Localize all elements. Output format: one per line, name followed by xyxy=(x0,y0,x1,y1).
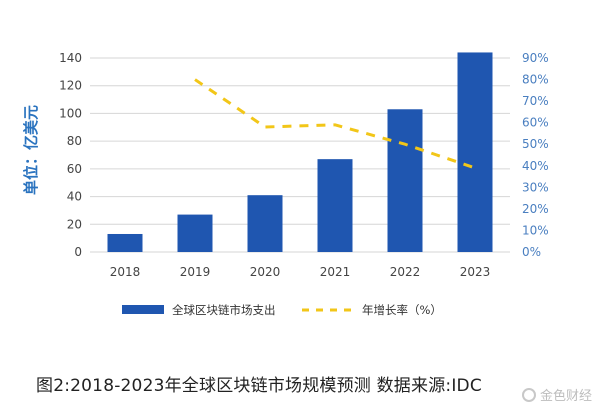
bar xyxy=(247,195,283,252)
y-axis-left: 0 20 40 60 80 100 120 140 xyxy=(59,51,82,259)
y-tick-label: 40 xyxy=(67,190,82,204)
y-tick-label: 60 xyxy=(67,162,82,176)
y-tick-label: 120 xyxy=(59,79,82,93)
y-tick-label: 80 xyxy=(67,134,82,148)
y-tick-label: 20 xyxy=(67,217,82,231)
y-tick-label: 100 xyxy=(59,106,82,120)
x-tick-label: 2022 xyxy=(390,265,421,279)
gridlines xyxy=(90,57,510,253)
x-tick-label: 2023 xyxy=(460,265,491,279)
legend-bar-label: 全球区块链市场支出 xyxy=(172,303,276,317)
bar xyxy=(107,233,143,252)
bar xyxy=(177,214,213,252)
y2-tick-label: 70% xyxy=(522,94,549,108)
x-tick-label: 2021 xyxy=(320,265,351,279)
watermark-text: 金色财经 xyxy=(539,389,592,404)
figure-caption: 图2:2018-2023年全球区块链市场规模预测 数据来源:IDC xyxy=(36,376,482,396)
y-axis-right: 0% 10% 20% 30% 40% 50% 60% 70% 80% 90% xyxy=(522,51,549,259)
y-tick-label: 0 xyxy=(74,245,82,259)
bar xyxy=(387,109,423,253)
x-tick-label: 2019 xyxy=(180,265,211,279)
bar xyxy=(317,159,353,252)
y2-tick-label: 80% xyxy=(522,73,549,87)
y2-tick-label: 60% xyxy=(522,116,549,130)
y2-tick-label: 10% xyxy=(522,223,549,237)
x-axis: 2018 2019 2020 2021 2022 2023 xyxy=(110,265,491,279)
y2-tick-label: 0% xyxy=(522,245,541,259)
y-axis-label: 单位：亿美元 xyxy=(22,105,40,195)
x-tick-label: 2018 xyxy=(110,265,141,279)
y2-tick-label: 40% xyxy=(522,159,549,173)
x-tick-label: 2020 xyxy=(250,265,281,279)
bar xyxy=(457,52,493,253)
legend-line-label: 年增长率（%） xyxy=(362,303,442,317)
growth-line-group xyxy=(194,78,476,170)
growth-line xyxy=(194,78,476,170)
bars-group xyxy=(107,52,493,253)
y-tick-label: 140 xyxy=(59,51,82,65)
y2-tick-label: 30% xyxy=(522,180,549,194)
watermark: 金色财经 xyxy=(521,385,592,404)
watermark-logo-icon xyxy=(521,387,536,402)
legend-bar-swatch xyxy=(122,305,164,314)
y2-tick-label: 20% xyxy=(522,202,549,216)
y2-tick-label: 90% xyxy=(522,51,549,65)
legend: 全球区块链市场支出 年增长率（%） xyxy=(122,303,442,317)
y2-tick-label: 50% xyxy=(522,137,549,151)
